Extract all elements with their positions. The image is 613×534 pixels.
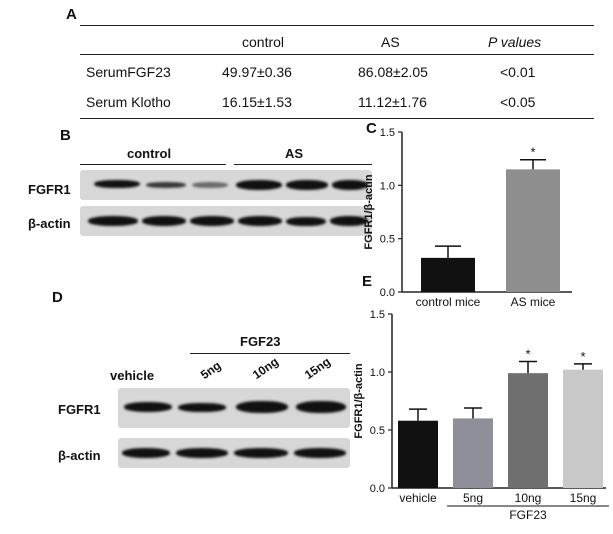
blot-band (286, 217, 326, 226)
blot-band (192, 182, 228, 188)
x-tick-label: 5ng (463, 491, 483, 505)
blot-band (332, 180, 368, 190)
blot-band (88, 216, 138, 226)
table-cell: 16.15±1.53 (222, 94, 292, 110)
blot-band (178, 403, 226, 412)
blot-band (146, 182, 186, 188)
group-label-as: AS (285, 146, 304, 161)
blot-band (236, 401, 288, 413)
lane-label-10ng: 10ng (249, 354, 281, 382)
blot-band (122, 448, 170, 458)
blot-label-fgfr1: FGFR1 (58, 402, 101, 417)
blot-band (142, 216, 186, 226)
y-tick-label: 0.5 (380, 234, 395, 246)
table-row-label: Serum Klotho (86, 94, 171, 110)
blot-strip-beta-actin (118, 438, 350, 468)
table-cell: <0.01 (500, 64, 536, 80)
significance-marker: * (525, 347, 530, 362)
y-tick-label: 1.0 (380, 180, 395, 192)
blot-strip-fgfr1 (80, 170, 372, 200)
x-tick-label: AS mice (511, 295, 556, 309)
table-cell: <0.05 (500, 94, 536, 110)
blot-label-beta-actin: β-actin (28, 216, 71, 231)
chart-bar (398, 420, 438, 488)
panel-e-letter: E (362, 273, 373, 290)
group-rule-control (80, 164, 226, 165)
y-tick-label: 1.5 (370, 309, 385, 321)
y-tick-label: 0.5 (370, 425, 385, 437)
blot-band (176, 448, 228, 458)
chart-bar (421, 257, 475, 292)
blot-band (330, 216, 368, 226)
y-axis-label: FGFR1/β-actin (363, 174, 375, 249)
blot-band (190, 216, 234, 226)
table-cell: 86.08±2.05 (358, 64, 428, 80)
blot-strip-beta-actin (80, 206, 372, 236)
blot-band (286, 180, 328, 190)
lane-label-vehicle: vehicle (110, 368, 155, 383)
chart-bar (506, 169, 560, 292)
group-rule-as (234, 164, 372, 165)
chart-c-fgfr1-ratio: 0.0 0.5 1.0 1.5 FGFR1/β-actin control mice * AS… (363, 127, 572, 309)
blot-band (124, 402, 172, 412)
chart-bar (563, 369, 603, 488)
table-cell: 49.97±0.36 (222, 64, 292, 80)
blot-label-beta-actin: β-actin (58, 448, 101, 463)
table-header-as: AS (381, 34, 400, 50)
panel-c-letter: C (366, 120, 377, 137)
group-label-control: control (127, 146, 172, 161)
blot-band (234, 448, 288, 458)
significance-marker: * (530, 145, 535, 160)
y-tick-label: 0.0 (370, 483, 385, 495)
chart-bar (508, 373, 548, 488)
table-top-rule (80, 25, 594, 26)
group-rule-fgf23 (190, 353, 350, 354)
table-header-rule (80, 54, 594, 55)
y-tick-label: 1.5 (380, 127, 395, 139)
significance-marker: * (580, 349, 585, 364)
blot-band (294, 448, 346, 458)
lane-label-15ng: 15ng (301, 354, 333, 382)
group-label: FGF23 (509, 508, 547, 522)
chart-e-fgfr1-ratio: 0.0 0.5 1.0 1.5 FGFR1/β-actin vehicle 5ng * 10ng… (353, 309, 609, 522)
blot-band (94, 180, 140, 188)
y-tick-label: 1.0 (370, 367, 385, 379)
table-cell: 11.12±1.76 (358, 94, 427, 110)
x-tick-label: control mice (416, 295, 481, 309)
x-tick-label: 15ng (570, 491, 597, 505)
x-tick-label: 10ng (515, 491, 542, 505)
group-label-fgf23: FGF23 (240, 334, 281, 349)
blot-strip-fgfr1 (118, 388, 350, 428)
table-header-pvalues: P values (488, 34, 542, 50)
blot-band (236, 180, 282, 190)
lane-label-5ng: 5ng (197, 358, 224, 382)
table-row-label: SerumFGF23 (86, 64, 171, 80)
table-bottom-rule (80, 118, 594, 119)
panel-d-letter: D (52, 289, 63, 306)
table-header-control: control (242, 34, 285, 50)
y-axis-label: FGFR1/β-actin (353, 363, 365, 438)
x-tick-label: vehicle (399, 491, 437, 505)
blot-label-fgfr1: FGFR1 (28, 182, 71, 197)
panel-a-letter: A (66, 6, 77, 23)
chart-bar (453, 418, 493, 488)
panel-b-letter: B (60, 127, 71, 144)
blot-band (238, 216, 282, 226)
y-tick-label: 0.0 (380, 287, 395, 299)
blot-band (296, 401, 346, 413)
